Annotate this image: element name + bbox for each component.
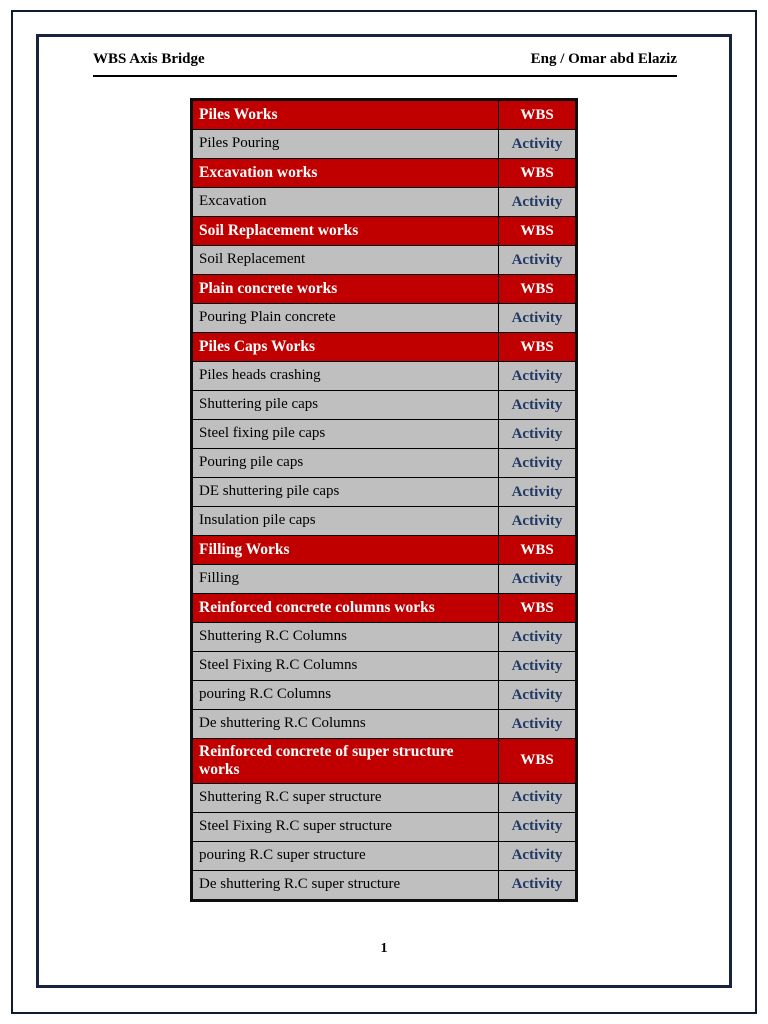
table-row: Piles Pouring Activity (193, 130, 575, 159)
row-label-cell: Soil Replacement (193, 246, 499, 274)
row-label-cell: Soil Replacement works (193, 217, 499, 245)
table-row: Filling Works WBS (193, 536, 575, 565)
table-row: De shuttering R.C super structure Activit… (193, 870, 575, 899)
row-type-cell: WBS (520, 164, 554, 181)
table-row: Soil Replacement works WBS (193, 217, 575, 246)
row-type-cell: Activity (511, 483, 563, 500)
table-row: Reinforced concrete columns works WBS (193, 594, 575, 623)
row-label-cell: Reinforced concrete columns works (193, 594, 499, 622)
table-row: Pouring pile caps Activity (193, 449, 575, 478)
wbs-table: Piles Works WBS Piles Pouring Activity Excav… (190, 98, 578, 902)
table-row: Filling Activity (193, 565, 575, 594)
row-label-cell: Piles Pouring (193, 130, 499, 158)
table-row: De shuttering R.C Columns Activity (193, 710, 575, 739)
row-label-cell: Plain concrete works (193, 275, 499, 303)
row-label-cell: Filling (193, 565, 499, 593)
row-type-cell: Activity (511, 193, 563, 210)
row-type-cell: Activity (511, 789, 563, 806)
row-label-cell: Excavation (193, 188, 499, 216)
row-type-cell: Activity (511, 657, 563, 674)
page-footer: 1 (39, 941, 729, 957)
page-content: WBS Axis Bridge Eng / Omar abd Elaziz Pi… (39, 37, 729, 985)
row-type-cell: WBS (520, 106, 554, 123)
table-row: Insulation pile caps Activity (193, 507, 575, 536)
row-type-cell: WBS (520, 280, 554, 297)
page-outer-border (11, 10, 757, 1014)
table-row: Piles heads crashing Activity (193, 362, 575, 391)
row-label-cell: Pouring Plain concrete (193, 304, 499, 332)
row-label-cell: Steel fixing pile caps (193, 420, 499, 448)
row-label-cell: Reinforced concrete of super structure w… (193, 739, 499, 783)
row-label-cell: Piles Caps Works (193, 333, 499, 361)
page-number: 1 (380, 941, 388, 956)
header-author: Eng / Omar abd Elaziz (530, 51, 677, 67)
table-row: Piles Caps Works WBS (193, 333, 575, 362)
row-label-cell: DE shuttering pile caps (193, 478, 499, 506)
row-type-cell: Activity (511, 876, 563, 893)
row-type-cell: Activity (511, 309, 563, 326)
row-type-cell: Activity (511, 628, 563, 645)
row-type-cell: Activity (511, 425, 563, 442)
row-type-cell: Activity (511, 251, 563, 268)
table-row: Shuttering pile caps Activity (193, 391, 575, 420)
row-type-cell: Activity (511, 135, 563, 152)
table-row: Excavation Activity (193, 188, 575, 217)
row-type-cell: Activity (511, 847, 563, 864)
table-row: DE shuttering pile caps Activity (193, 478, 575, 507)
header-title: WBS Axis Bridge (93, 51, 205, 67)
table-row: pouring R.C Columns Activity (193, 681, 575, 710)
row-type-cell: Activity (511, 715, 563, 732)
table-row: Plain concrete works WBS (193, 275, 575, 304)
row-type-cell: WBS (520, 338, 554, 355)
row-type-cell: WBS (520, 752, 554, 769)
row-label-cell: Piles Works (193, 101, 499, 129)
row-label-cell: Insulation pile caps (193, 507, 499, 535)
table-row: Soil Replacement Activity (193, 246, 575, 275)
row-type-cell: Activity (511, 454, 563, 471)
row-type-cell: Activity (511, 367, 563, 384)
row-label-cell: Filling Works (193, 536, 499, 564)
row-label-cell: Excavation works (193, 159, 499, 187)
row-label-cell: De shuttering R.C super structure (193, 870, 499, 899)
table-row: Pouring Plain concrete Activity (193, 304, 575, 333)
row-type-cell: Activity (511, 396, 563, 413)
table-row: Shuttering R.C Columns Activity (193, 623, 575, 652)
table-row: Steel fixing pile caps Activity (193, 420, 575, 449)
page-inner-border: WBS Axis Bridge Eng / Omar abd Elaziz Pi… (36, 34, 732, 988)
table-row: Steel Fixing R.C Columns Activity (193, 652, 575, 681)
row-label-cell: Shuttering pile caps (193, 391, 499, 419)
row-type-cell: Activity (511, 570, 563, 587)
row-label-cell: Steel Fixing R.C super structure (193, 812, 499, 841)
row-type-cell: WBS (520, 222, 554, 239)
row-type-cell: WBS (520, 541, 554, 558)
row-type-cell: WBS (520, 599, 554, 616)
row-label-cell: Piles heads crashing (193, 362, 499, 390)
document-header: WBS Axis Bridge Eng / Omar abd Elaziz (93, 51, 677, 77)
row-label-cell: pouring R.C Columns (193, 681, 499, 709)
row-label-cell: Shuttering R.C super structure (193, 783, 499, 812)
row-label-cell: Steel Fixing R.C Columns (193, 652, 499, 680)
table-row: Excavation works WBS (193, 159, 575, 188)
table-row: Piles Works WBS (193, 101, 575, 130)
row-label-cell: Pouring pile caps (193, 449, 499, 477)
row-type-cell: Activity (511, 818, 563, 835)
row-type-cell: Activity (511, 512, 563, 529)
row-label-cell: De shuttering R.C Columns (193, 710, 499, 738)
table-row: pouring R.C super structure Activity (193, 841, 575, 871)
row-label-cell: pouring R.C super structure (193, 841, 499, 870)
table-row: Steel Fixing R.C super structure Activity (193, 812, 575, 842)
row-type-cell: Activity (511, 686, 563, 703)
table-row: Shuttering R.C super structure Activity (193, 783, 575, 813)
row-label-cell: Shuttering R.C Columns (193, 623, 499, 651)
table-row: Reinforced concrete of super structure w… (193, 739, 575, 784)
